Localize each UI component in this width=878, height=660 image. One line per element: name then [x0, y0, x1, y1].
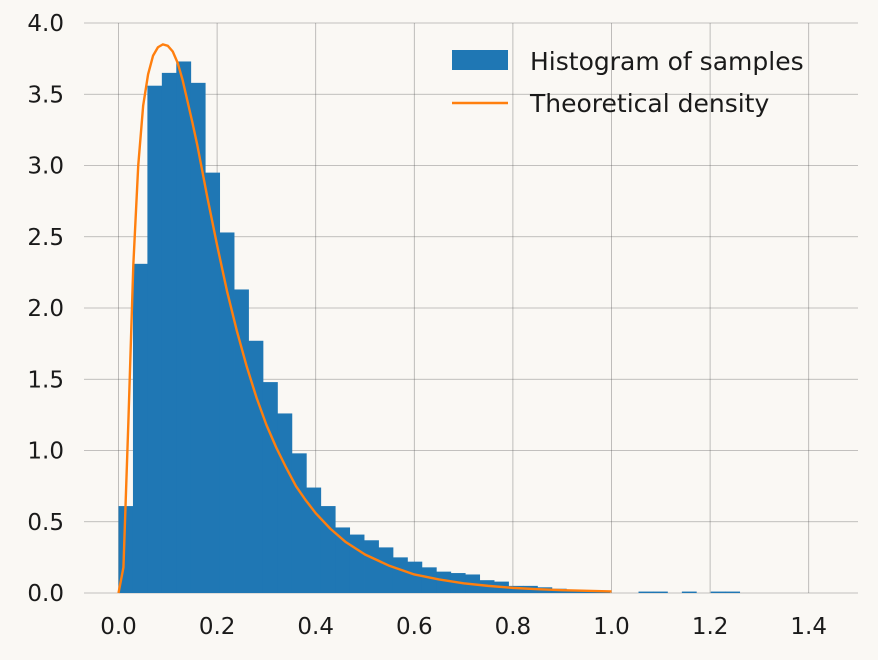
histogram-bar: [190, 82, 206, 593]
x-tick-label: 1.0: [593, 614, 630, 640]
histogram-bar: [277, 413, 293, 593]
histogram-bar: [262, 382, 278, 593]
legend-label-density: Theoretical density: [529, 89, 769, 118]
x-tick-label: 1.4: [790, 614, 827, 640]
y-tick-label: 1.0: [27, 439, 64, 465]
x-tick-label: 1.2: [692, 614, 729, 640]
x-tick-label: 0.2: [199, 614, 236, 640]
histogram-bar: [436, 571, 452, 593]
histogram-bar: [508, 585, 524, 593]
histogram-bar: [234, 289, 249, 593]
legend-label-histogram: Histogram of samples: [530, 47, 804, 76]
histogram-bar: [407, 561, 423, 593]
histogram-bar: [291, 453, 307, 593]
histogram-bar: [710, 591, 726, 593]
histogram-bar: [378, 547, 394, 593]
histogram-bars: [118, 61, 741, 594]
y-tick-label: 0.0: [27, 581, 64, 607]
histogram-bar: [364, 540, 379, 593]
legend: Histogram of samples Theoretical density: [452, 47, 804, 118]
legend-swatch-histogram: [452, 50, 508, 70]
histogram-bar: [652, 591, 668, 593]
y-tick-label: 3.0: [27, 154, 64, 180]
density-line: [117, 43, 612, 594]
histogram-bar: [681, 591, 697, 593]
y-tick-label: 2.5: [27, 225, 64, 251]
histogram-bar: [176, 61, 192, 594]
histogram-bar: [205, 172, 221, 593]
x-axis-ticks: 0.0 0.2 0.4 0.6 0.8 1.0 1.2 1.4: [100, 614, 827, 640]
histogram-bar: [335, 527, 351, 593]
x-tick-label: 0.4: [297, 614, 334, 640]
histogram-bar: [349, 534, 365, 593]
histogram-bar: [161, 72, 177, 593]
histogram-bar: [392, 557, 408, 593]
histogram-bar: [421, 567, 437, 593]
y-axis-ticks: 0.0 0.5 1.0 1.5 2.0 2.5 3.0 3.5 4.0: [27, 11, 64, 607]
y-tick-label: 4.0: [27, 11, 64, 37]
histogram-bar: [147, 85, 163, 593]
histogram-bar: [725, 591, 741, 593]
y-tick-label: 1.5: [27, 367, 64, 393]
y-tick-label: 3.5: [27, 82, 64, 108]
histogram-bar: [638, 591, 654, 593]
x-tick-label: 0.6: [396, 614, 433, 640]
histogram-bar: [320, 506, 336, 593]
x-tick-label: 0.8: [495, 614, 532, 640]
y-tick-label: 0.5: [27, 510, 64, 536]
histogram-bar: [219, 232, 235, 593]
y-tick-label: 2.0: [27, 296, 64, 322]
x-tick-label: 0.0: [100, 614, 137, 640]
histogram-bar: [132, 263, 148, 593]
